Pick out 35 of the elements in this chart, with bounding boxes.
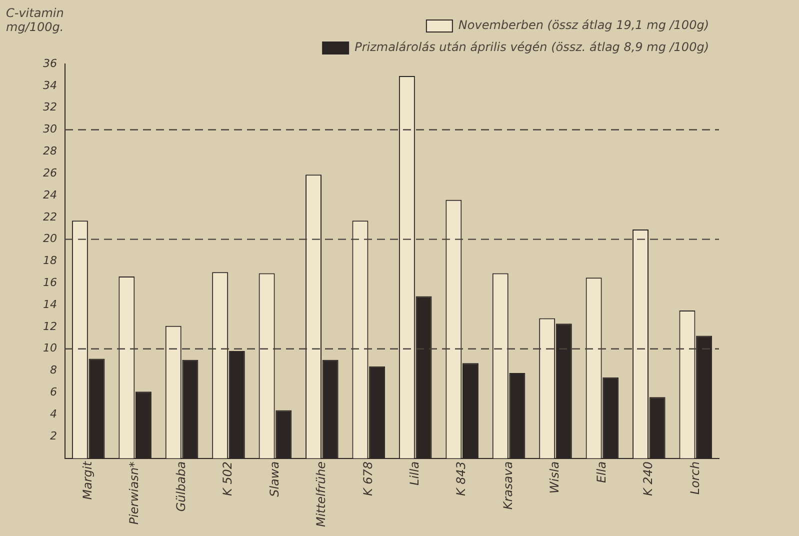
legend-label: Novemberben (össz átlag 19,1 mg /100g) [458, 18, 710, 32]
y-tick-label: 2 [50, 429, 57, 442]
x-tick-label: Wisla [548, 461, 562, 494]
y-tick-label: 22 [42, 210, 57, 224]
y-tick-label: 20 [42, 232, 57, 246]
y-axis-title: C-vitamin mg/100g. [6, 6, 65, 34]
x-tick-label: Margit [80, 460, 94, 500]
y-tick-label: 30 [42, 122, 57, 136]
x-tick-label: K 843 [454, 461, 468, 496]
x-tick-label: K 240 [641, 461, 656, 496]
x-tick-label: Lorch [688, 461, 702, 495]
y-tick-label: 12 [42, 320, 57, 333]
x-tick-label: Gülbaba [174, 461, 188, 512]
legend-label: Prizmalárolás után április végén (össz. átlag 8,9 mg /100g) [354, 40, 709, 54]
x-tick-label: Lilla [407, 461, 422, 486]
x-tick-label: Slawa [267, 461, 282, 497]
y-tick-label: 10 [42, 342, 57, 355]
x-tick-label: Mittelfrühe [314, 461, 328, 528]
x-tick-label: Pierwiasn* [127, 461, 142, 525]
x-tick-label: K 678 [360, 461, 375, 496]
y-tick-label: 8 [50, 364, 57, 377]
y-tick-label: 32 [42, 100, 57, 114]
x-tick-label: Ella [594, 461, 608, 484]
y-tick-label: 24 [42, 188, 57, 202]
x-tick-label: K 502 [220, 461, 235, 496]
y-tick-label: 6 [50, 386, 57, 399]
y-tick-label: 14 [42, 298, 57, 311]
y-tick-label: 4 [50, 407, 57, 420]
y-tick-label: 18 [42, 254, 57, 268]
x-tick-label: Krasava [500, 461, 515, 510]
y-tick-label: 26 [42, 166, 57, 180]
y-tick-label: 34 [42, 78, 57, 92]
y-tick-label: 28 [42, 144, 57, 158]
y-tick-label: 16 [42, 276, 57, 289]
y-tick-label: 36 [42, 56, 57, 70]
